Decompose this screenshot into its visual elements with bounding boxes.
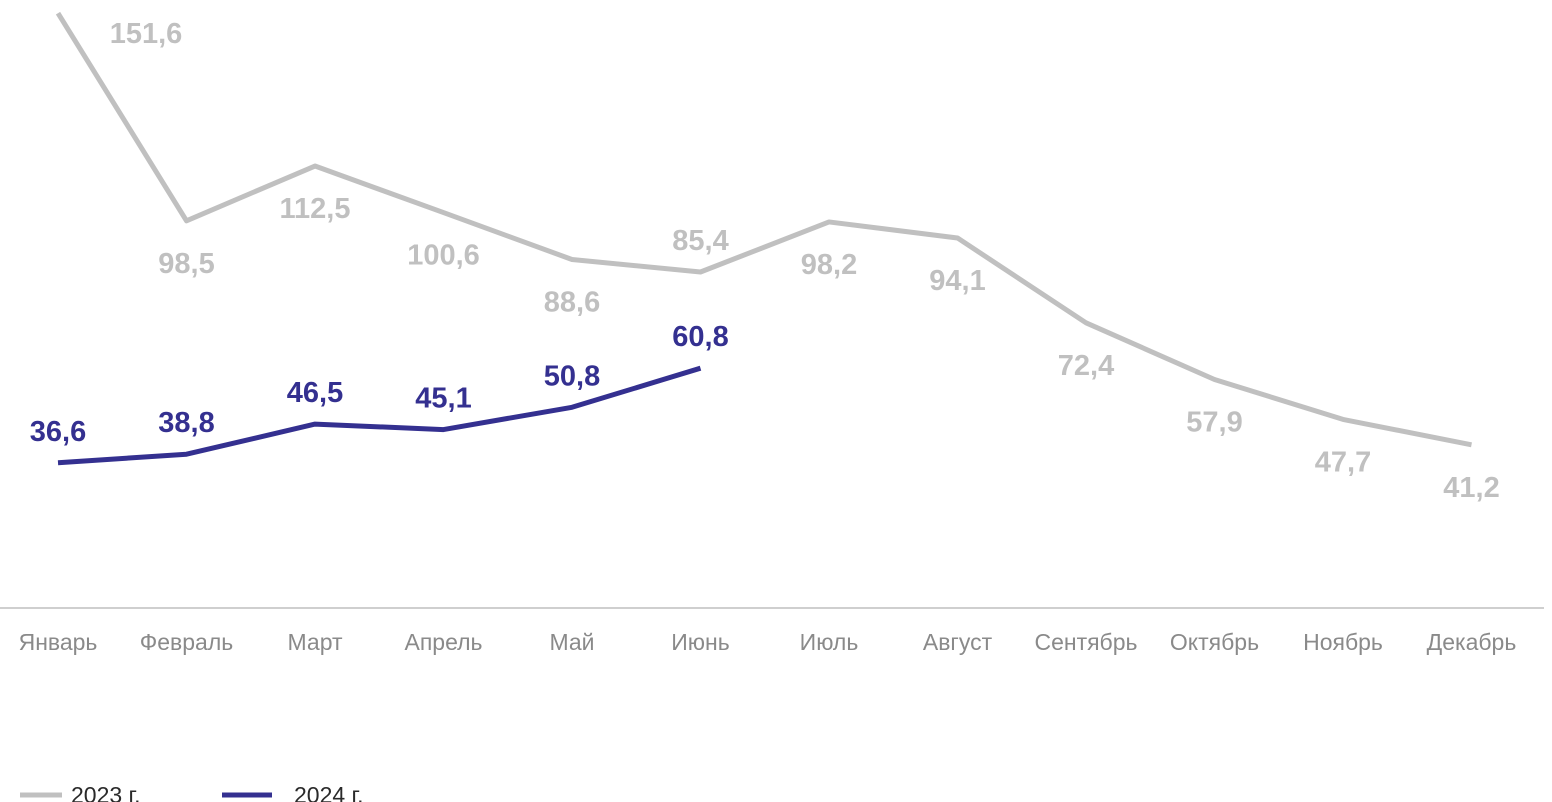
series-layer: [55, 11, 1472, 466]
category-label: Июнь: [671, 629, 729, 655]
data-label: 46,5: [287, 377, 343, 409]
data-label: 57,9: [1186, 407, 1242, 439]
category-label: Январь: [19, 629, 98, 655]
data-label: 85,4: [672, 225, 728, 257]
data-label: 98,2: [801, 249, 857, 281]
data-label: 60,8: [672, 321, 728, 353]
data-label: 98,5: [158, 248, 214, 280]
category-label: Апрель: [404, 629, 482, 655]
data-labels-layer: 151,6 98,5 112,5 100,6 88,6 85,4 98,2 94,1 72,4 5…: [30, 18, 1500, 504]
series-line-2024: [57, 365, 702, 466]
category-label: Февраль: [140, 629, 233, 655]
series-line-2023: [55, 11, 1472, 448]
category-label: Сентябрь: [1034, 629, 1137, 655]
data-label: 41,2: [1443, 472, 1499, 504]
category-label: Ноябрь: [1303, 629, 1383, 655]
data-label: 38,8: [158, 407, 214, 439]
category-label: Август: [923, 629, 993, 655]
data-label: 88,6: [544, 286, 600, 318]
legend: 2023 г. 2024 г.: [20, 782, 364, 802]
data-label: 94,1: [929, 265, 985, 297]
data-label: 36,6: [30, 416, 86, 448]
category-label: Май: [549, 629, 594, 655]
category-labels-layer: Январь Февраль Март Апрель Май Июнь Июль Август…: [19, 629, 1517, 655]
category-label: Декабрь: [1427, 629, 1517, 655]
data-label: 45,1: [415, 383, 471, 415]
data-label: 47,7: [1315, 446, 1371, 478]
legend-label-2024: 2024 г.: [294, 782, 364, 802]
category-label: Июль: [800, 629, 859, 655]
data-label: 100,6: [407, 240, 480, 272]
data-label: 50,8: [544, 360, 600, 392]
category-label: Март: [287, 629, 342, 655]
category-label: Октябрь: [1170, 629, 1259, 655]
legend-label-2023: 2023 г.: [71, 782, 141, 802]
data-label: 72,4: [1058, 350, 1114, 382]
data-label: 112,5: [280, 193, 351, 225]
data-label: 151,6: [110, 18, 183, 50]
